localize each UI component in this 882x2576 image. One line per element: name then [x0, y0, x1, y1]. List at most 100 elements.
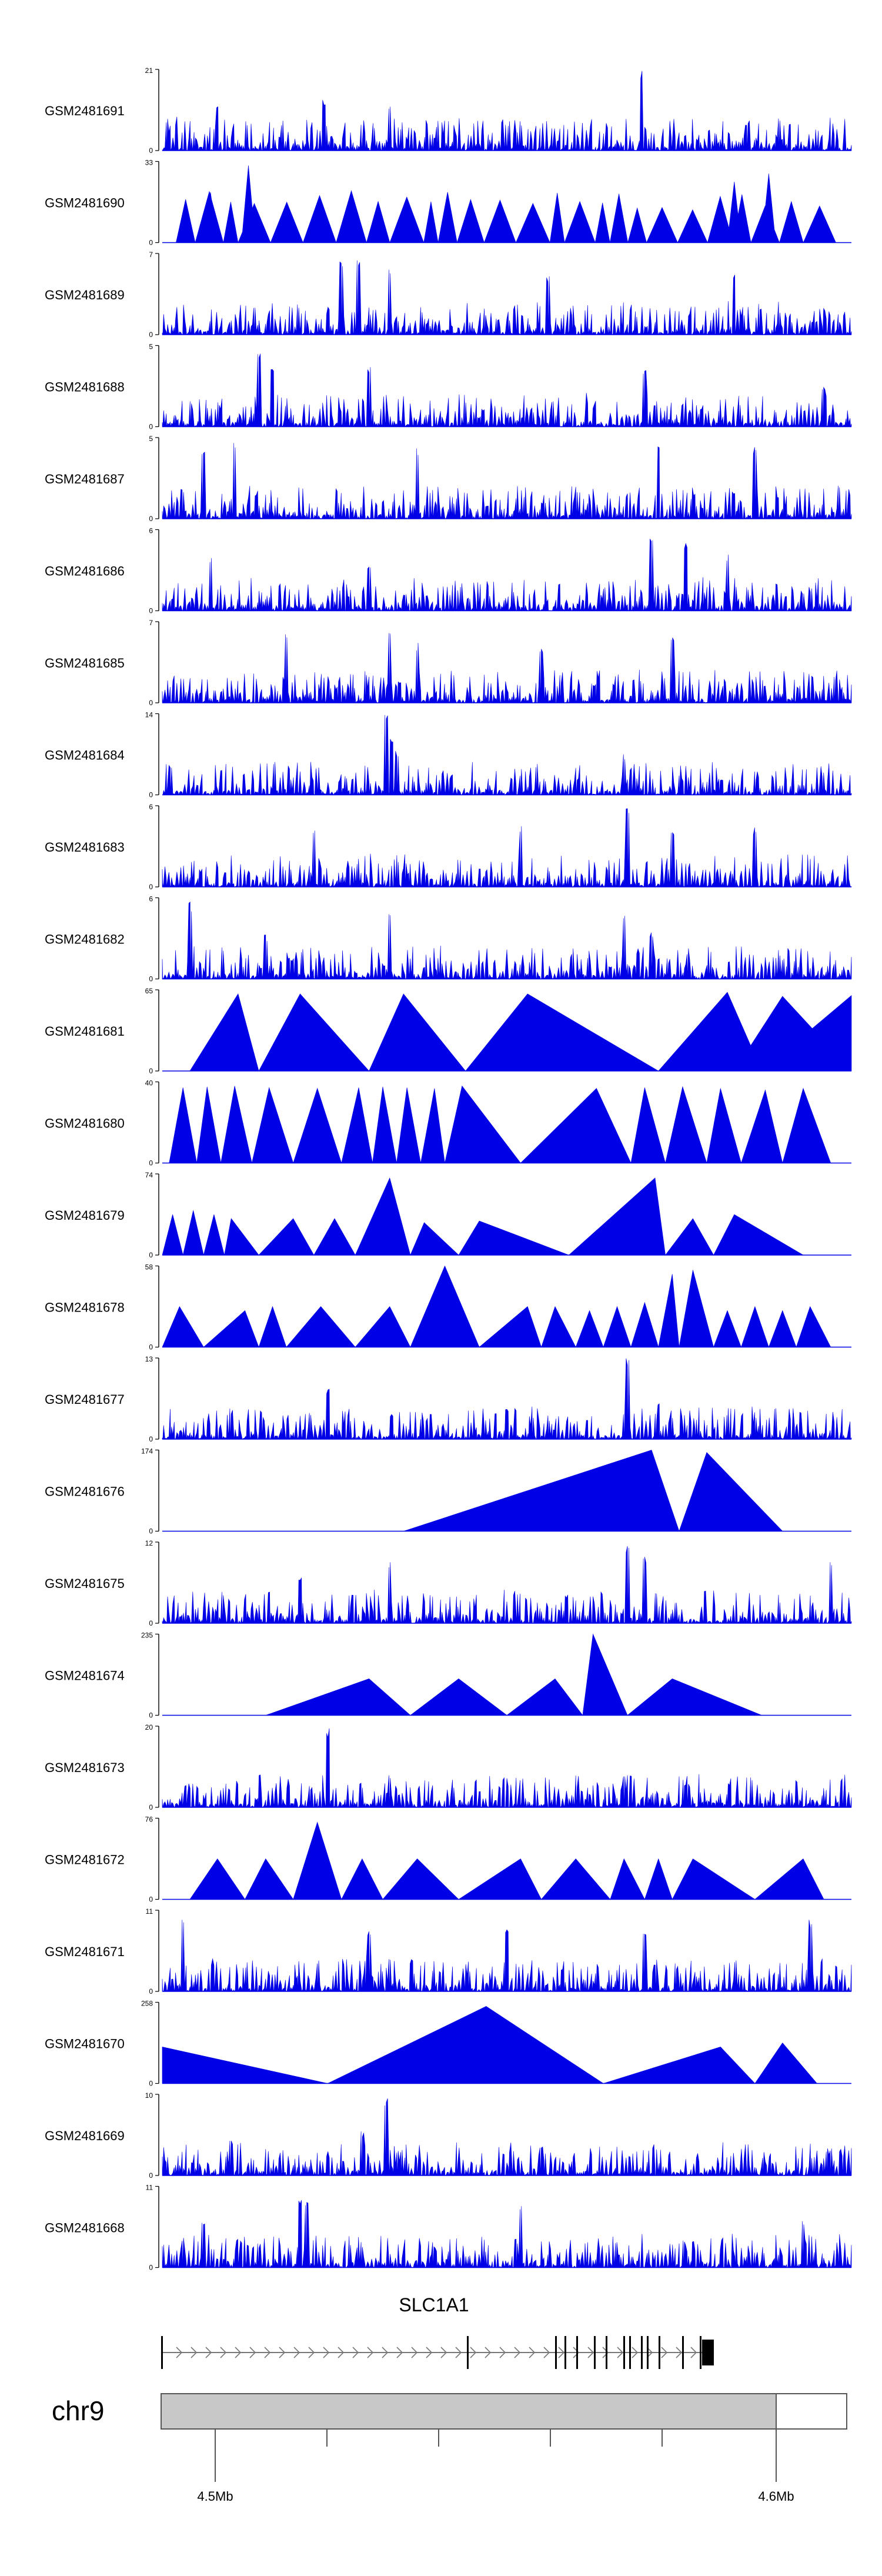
gene-exon: [161, 2336, 163, 2369]
strand-arrow: [352, 2347, 359, 2358]
strand-arrow: [440, 2347, 447, 2358]
signal-area: [176, 165, 836, 243]
y-max-label: 258: [141, 2000, 153, 2008]
y-max-label: 20: [145, 1723, 153, 1731]
track-GSM2481677: GSM2481677 13 0: [45, 1355, 852, 1443]
strand-arrow: [485, 2347, 492, 2358]
track-label: GSM2481682: [45, 932, 125, 947]
strand-arrow: [499, 2347, 506, 2358]
track-label: GSM2481676: [45, 1484, 125, 1499]
track-GSM2481668: GSM2481668 11 0: [45, 2184, 852, 2272]
signal-area: [162, 1546, 852, 1624]
track-label: GSM2481684: [45, 748, 125, 763]
signal-area: [169, 1085, 831, 1163]
gene-exon: [467, 2336, 469, 2369]
strand-arrow: [426, 2347, 433, 2358]
gene-exon: [623, 2336, 625, 2369]
track-GSM2481684: GSM2481684 14 0: [45, 711, 852, 799]
signal-area: [189, 992, 852, 1072]
y-min-label: 0: [149, 515, 153, 523]
track-GSM2481676: GSM2481676 174 0: [45, 1447, 851, 1536]
y-max-label: 40: [145, 1079, 153, 1087]
signal-area: [162, 1265, 831, 1347]
track-GSM2481673: GSM2481673 20 0: [45, 1723, 852, 1811]
signal-area: [162, 2006, 818, 2084]
y-min-label: 0: [149, 1343, 153, 1352]
y-min-label: 0: [149, 1896, 153, 1904]
strand-arrow: [235, 2347, 242, 2358]
track-GSM2481675: GSM2481675 12 0: [45, 1539, 852, 1627]
y-min-label: 0: [149, 1619, 153, 1627]
y-min-label: 0: [149, 1527, 153, 1536]
track-label: GSM2481690: [45, 196, 125, 211]
y-min-label: 0: [149, 699, 153, 707]
signal-area: [162, 633, 852, 704]
track-GSM2481683: GSM2481683 6 0: [45, 803, 852, 891]
gene-model-group: SLC1A1: [161, 2294, 714, 2369]
x-tick-label: 4.6Mb: [758, 2489, 794, 2504]
strand-arrow: [514, 2347, 521, 2358]
signal-area: [403, 1450, 783, 1531]
signal-area: [162, 1728, 852, 1808]
track-label: GSM2481681: [45, 1024, 125, 1039]
y-max-label: 235: [141, 1631, 153, 1640]
track-GSM2481687: GSM2481687 5 0: [45, 435, 852, 523]
track-label: GSM2481689: [45, 288, 125, 302]
gene-utr-exon: [702, 2340, 714, 2365]
track-GSM2481670: GSM2481670 258 0: [45, 2000, 851, 2088]
track-GSM2481686: GSM2481686 6 0: [45, 527, 852, 615]
strand-arrow: [602, 2347, 609, 2358]
y-max-label: 13: [145, 1355, 153, 1363]
gene-exon: [641, 2336, 643, 2369]
y-min-label: 0: [149, 2080, 153, 2088]
track-GSM2481672: GSM2481672 76 0: [45, 1816, 851, 1904]
track-GSM2481689: GSM2481689 7 0: [45, 251, 852, 339]
signal-area: [162, 2098, 852, 2177]
signal-area: [162, 71, 852, 152]
signal-area: [265, 1633, 762, 1716]
track-GSM2481690: GSM2481690 33 0: [45, 159, 851, 247]
gene-exon: [647, 2336, 649, 2369]
y-min-label: 0: [149, 423, 153, 431]
ideogram-group: chr9 4.5Mb 4.6Mb: [52, 2393, 847, 2504]
strand-arrow: [308, 2347, 315, 2358]
track-GSM2481682: GSM2481682 6 0: [45, 895, 852, 983]
track-GSM2481685: GSM2481685 7 0: [45, 619, 852, 707]
y-max-label: 10: [145, 2091, 153, 2100]
track-label: GSM2481688: [45, 380, 125, 395]
y-min-label: 0: [149, 1251, 153, 1259]
y-max-label: 58: [145, 1263, 153, 1272]
y-min-label: 0: [149, 1711, 153, 1720]
y-min-label: 0: [149, 1435, 153, 1443]
signal-area: [162, 1920, 852, 1993]
track-label: GSM2481672: [45, 1853, 125, 1867]
y-max-label: 5: [149, 435, 153, 443]
track-GSM2481678: GSM2481678 58 0: [45, 1263, 851, 1352]
signal-area: [162, 538, 852, 612]
y-max-label: 21: [145, 66, 153, 75]
strand-arrow: [249, 2347, 256, 2358]
strand-arrow: [558, 2347, 565, 2358]
y-max-label: 6: [149, 895, 153, 903]
y-max-label: 11: [146, 2184, 153, 2192]
track-label: GSM2481685: [45, 656, 125, 670]
x-tick-label: 4.5Mb: [197, 2489, 233, 2504]
y-min-label: 0: [149, 1803, 153, 1811]
strand-arrow: [573, 2347, 580, 2358]
gene-exon: [659, 2336, 660, 2369]
track-GSM2481681: GSM2481681 65 0: [45, 987, 852, 1075]
track-GSM2481680: GSM2481680 40 0: [45, 1079, 851, 1167]
y-max-label: 14: [145, 711, 153, 719]
strand-arrow: [293, 2347, 300, 2358]
track-label: GSM2481668: [45, 2221, 125, 2235]
y-max-label: 5: [149, 343, 153, 351]
gene-exon: [629, 2336, 631, 2369]
y-min-label: 0: [149, 146, 153, 155]
y-max-label: 12: [145, 1539, 153, 1547]
strand-arrow: [323, 2347, 330, 2358]
gene-exon: [594, 2336, 596, 2369]
track-GSM2481671: GSM2481671 11 0: [45, 1907, 852, 1996]
chromosome-ideogram-remainder: [776, 2393, 847, 2430]
track-GSM2481679: GSM2481679 74 0: [45, 1171, 851, 1259]
track-GSM2481669: GSM2481669 10 0: [45, 2091, 852, 2180]
